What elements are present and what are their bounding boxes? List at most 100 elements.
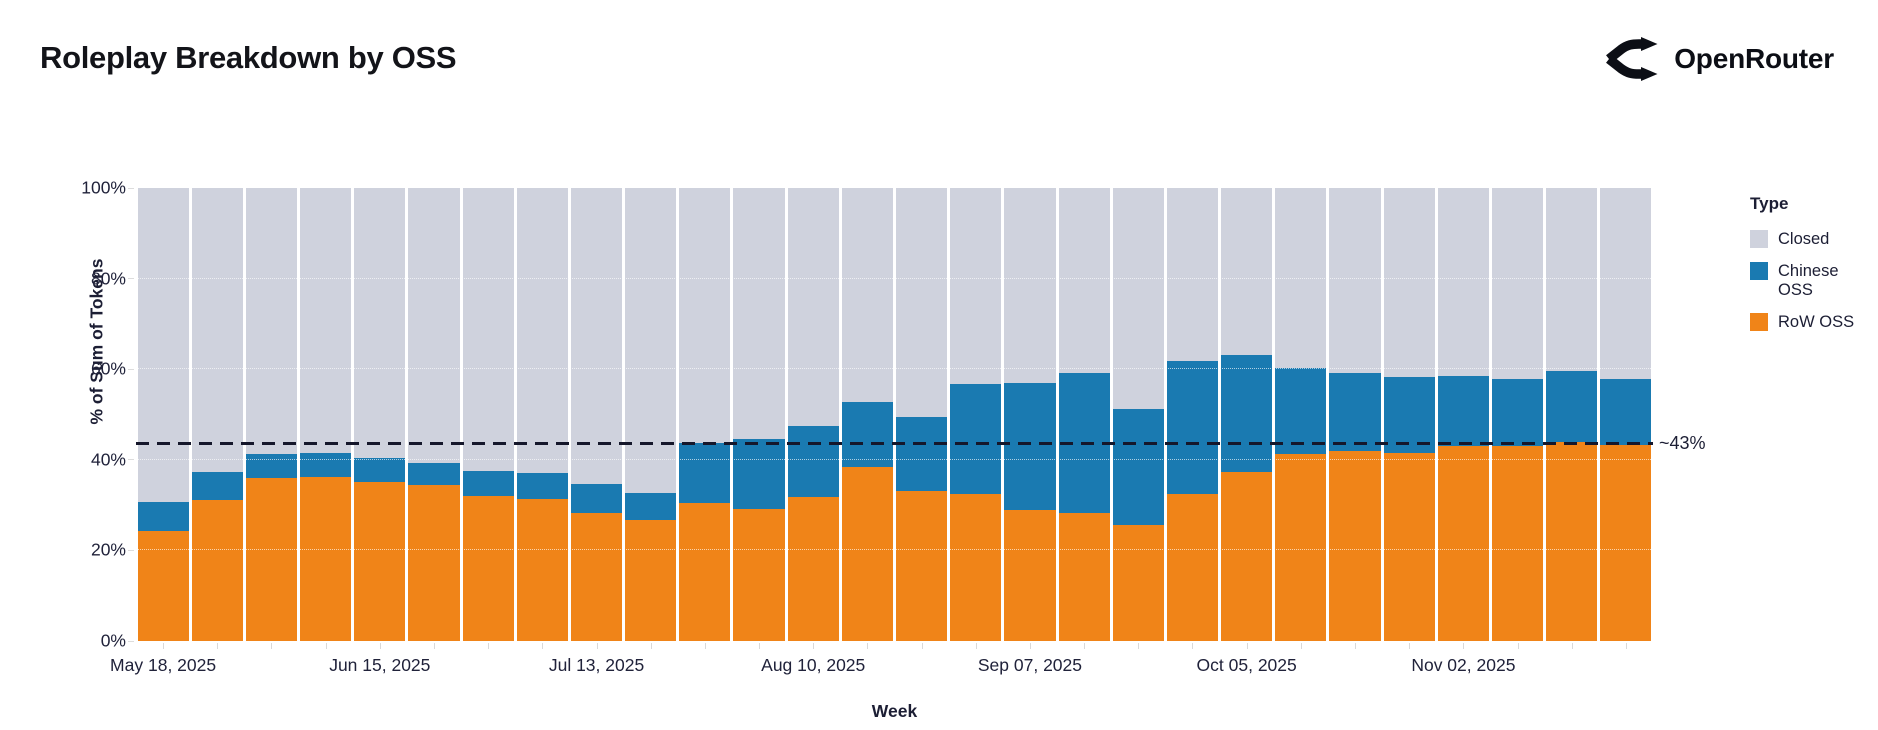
- segment-closed[interactable]: [1546, 188, 1598, 372]
- segment-row-oss[interactable]: [1004, 510, 1056, 641]
- segment-chinese-oss[interactable]: [1112, 409, 1164, 526]
- segment-chinese-oss[interactable]: [300, 453, 352, 478]
- segment-closed[interactable]: [300, 188, 352, 454]
- segment-row-oss[interactable]: [1058, 513, 1110, 641]
- segment-row-oss[interactable]: [733, 509, 785, 641]
- segment-closed[interactable]: [896, 188, 948, 417]
- segment-row-oss[interactable]: [462, 496, 514, 641]
- segment-chinese-oss[interactable]: [191, 472, 243, 501]
- segment-row-oss[interactable]: [1491, 446, 1544, 641]
- segment-row-oss[interactable]: [841, 467, 893, 641]
- bar-Aug 31, 2025[interactable]: [950, 188, 1002, 641]
- segment-row-oss[interactable]: [896, 491, 948, 641]
- segment-row-oss[interactable]: [787, 497, 839, 641]
- segment-chinese-oss[interactable]: [1437, 375, 1489, 447]
- segment-chinese-oss[interactable]: [516, 473, 568, 500]
- segment-chinese-oss[interactable]: [625, 493, 677, 521]
- segment-closed[interactable]: [625, 188, 677, 494]
- segment-closed[interactable]: [950, 188, 1002, 385]
- segment-chinese-oss[interactable]: [137, 502, 189, 531]
- bar-Jul 20, 2025[interactable]: [625, 188, 677, 641]
- segment-chinese-oss[interactable]: [733, 438, 785, 510]
- segment-chinese-oss[interactable]: [1491, 379, 1544, 447]
- bar-May 18, 2025[interactable]: [137, 188, 189, 641]
- segment-closed[interactable]: [679, 188, 731, 443]
- segment-chinese-oss[interactable]: [570, 484, 623, 514]
- legend-item-row-oss[interactable]: RoW OSS: [1750, 313, 1870, 332]
- bar-Oct 05, 2025[interactable]: [1221, 188, 1273, 641]
- segment-chinese-oss[interactable]: [1329, 373, 1381, 451]
- segment-closed[interactable]: [137, 188, 189, 503]
- segment-closed[interactable]: [1221, 188, 1273, 356]
- segment-chinese-oss[interactable]: [354, 457, 406, 482]
- segment-row-oss[interactable]: [516, 499, 568, 641]
- segment-closed[interactable]: [570, 188, 623, 485]
- segment-chinese-oss[interactable]: [950, 384, 1002, 495]
- bar-Oct 26, 2025[interactable]: [1383, 188, 1435, 641]
- segment-row-oss[interactable]: [1221, 472, 1273, 641]
- bar-Nov 09, 2025[interactable]: [1491, 188, 1544, 641]
- segment-chinese-oss[interactable]: [408, 462, 460, 486]
- bar-Nov 16, 2025[interactable]: [1546, 188, 1598, 641]
- segment-closed[interactable]: [1329, 188, 1381, 374]
- bar-Sep 21, 2025[interactable]: [1112, 188, 1164, 641]
- bar-Aug 17, 2025[interactable]: [841, 188, 893, 641]
- bar-Aug 24, 2025[interactable]: [896, 188, 948, 641]
- bar-Sep 14, 2025[interactable]: [1058, 188, 1110, 641]
- bar-Aug 03, 2025[interactable]: [733, 188, 785, 641]
- segment-closed[interactable]: [787, 188, 839, 426]
- segment-chinese-oss[interactable]: [1004, 382, 1056, 511]
- bar-Jul 27, 2025[interactable]: [679, 188, 731, 641]
- segment-chinese-oss[interactable]: [1600, 379, 1652, 445]
- segment-row-oss[interactable]: [1112, 525, 1164, 641]
- segment-row-oss[interactable]: [1546, 441, 1598, 641]
- bar-Jun 01, 2025[interactable]: [245, 188, 298, 641]
- bar-Sep 07, 2025[interactable]: [1004, 188, 1056, 641]
- segment-row-oss[interactable]: [1600, 444, 1652, 641]
- segment-row-oss[interactable]: [1166, 493, 1219, 641]
- segment-chinese-oss[interactable]: [1383, 376, 1435, 453]
- segment-chinese-oss[interactable]: [245, 454, 298, 479]
- segment-chinese-oss[interactable]: [787, 425, 839, 498]
- bar-Aug 10, 2025[interactable]: [787, 188, 839, 641]
- segment-chinese-oss[interactable]: [841, 401, 893, 468]
- segment-row-oss[interactable]: [408, 485, 460, 641]
- segment-chinese-oss[interactable]: [896, 416, 948, 492]
- segment-chinese-oss[interactable]: [1275, 368, 1327, 454]
- segment-closed[interactable]: [245, 188, 298, 455]
- bar-Nov 23, 2025[interactable]: [1600, 188, 1652, 641]
- segment-closed[interactable]: [1437, 188, 1489, 376]
- segment-closed[interactable]: [1166, 188, 1219, 362]
- segment-closed[interactable]: [841, 188, 893, 402]
- segment-row-oss[interactable]: [137, 530, 189, 641]
- bar-Jul 06, 2025[interactable]: [516, 188, 568, 641]
- segment-row-oss[interactable]: [679, 503, 731, 641]
- segment-closed[interactable]: [516, 188, 568, 474]
- bar-Nov 02, 2025[interactable]: [1437, 188, 1489, 641]
- segment-chinese-oss[interactable]: [1546, 371, 1598, 442]
- segment-closed[interactable]: [1600, 188, 1652, 380]
- segment-chinese-oss[interactable]: [1221, 355, 1273, 473]
- segment-chinese-oss[interactable]: [679, 442, 731, 504]
- segment-row-oss[interactable]: [354, 481, 406, 641]
- segment-row-oss[interactable]: [1275, 453, 1327, 641]
- legend-item-chinese-oss[interactable]: Chinese OSS: [1750, 262, 1870, 300]
- bar-Sep 28, 2025[interactable]: [1166, 188, 1219, 641]
- bar-Oct 19, 2025[interactable]: [1329, 188, 1381, 641]
- legend-item-closed[interactable]: Closed: [1750, 230, 1870, 249]
- segment-row-oss[interactable]: [300, 477, 352, 641]
- bar-Jun 22, 2025[interactable]: [408, 188, 460, 641]
- segment-closed[interactable]: [462, 188, 514, 471]
- segment-row-oss[interactable]: [1437, 446, 1489, 641]
- segment-closed[interactable]: [733, 188, 785, 439]
- bar-Jun 08, 2025[interactable]: [300, 188, 352, 641]
- segment-chinese-oss[interactable]: [462, 470, 514, 497]
- segment-row-oss[interactable]: [191, 500, 243, 641]
- segment-row-oss[interactable]: [625, 520, 677, 641]
- bar-Jun 15, 2025[interactable]: [354, 188, 406, 641]
- segment-row-oss[interactable]: [1329, 450, 1381, 641]
- segment-row-oss[interactable]: [1383, 452, 1435, 641]
- bar-May 25, 2025[interactable]: [191, 188, 243, 641]
- segment-row-oss[interactable]: [245, 478, 298, 641]
- bar-Jun 29, 2025[interactable]: [462, 188, 514, 641]
